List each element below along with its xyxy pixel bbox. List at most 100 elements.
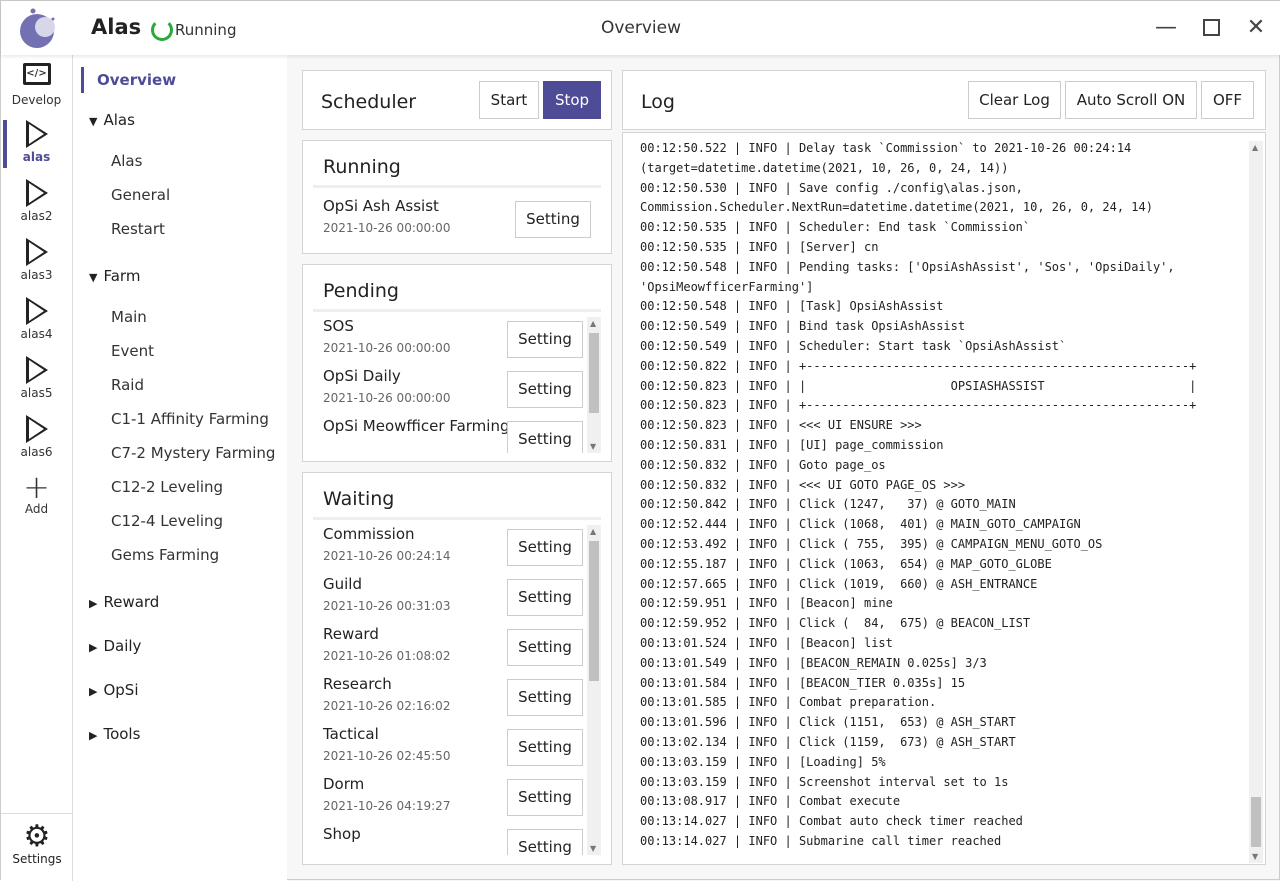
log-line: 00:13:14.027 | INFO | Submarine call tim… (640, 833, 1002, 848)
sidebar-item-alas4[interactable]: alas4 (1, 291, 72, 350)
log-line: 00:12:50.832 | INFO | Goto page_os (640, 457, 886, 472)
auto-scroll-off-button[interactable]: OFF (1201, 81, 1254, 119)
task-setting-button[interactable]: Setting (507, 629, 583, 666)
close-button[interactable]: ✕ (1246, 15, 1266, 40)
log-line: 'OpsiMeowfficerFarming'] (640, 279, 814, 294)
task-setting-button[interactable]: Setting (507, 779, 583, 816)
sidebar-item-alas3[interactable]: alas3 (1, 232, 72, 291)
task-row: OpSi Daily 2021-10-26 00:00:00 Setting (323, 367, 583, 417)
sidebar-item-label: alas4 (20, 327, 53, 341)
log-line: 00:12:50.822 | INFO | +-----------------… (640, 358, 1197, 373)
scroll-down-icon[interactable]: ▼ (1252, 852, 1259, 861)
log-line: 00:13:01.524 | INFO | [Beacon] list (640, 635, 893, 650)
sidebar-item-label: alas2 (20, 209, 53, 223)
task-setting-button[interactable]: Setting (507, 371, 583, 408)
task-setting-button[interactable]: Setting (507, 579, 583, 616)
task-name: Shop (323, 825, 361, 843)
running-divider (313, 185, 601, 188)
scroll-up-icon[interactable]: ▲ (1252, 143, 1259, 152)
task-name: OpSi Daily (323, 367, 401, 385)
menu-group-farm[interactable]: ▼ Farm (89, 267, 140, 285)
scroll-down-icon[interactable]: ▼ (590, 442, 597, 451)
caret-right-icon: ▶ (89, 641, 98, 654)
task-row: OpSi Meowfficer Farming Setting (323, 417, 583, 453)
task-setting-button[interactable]: Setting (515, 201, 591, 238)
maximize-button[interactable] (1198, 15, 1224, 41)
menu-group-reward[interactable]: ▶ Reward (89, 593, 159, 611)
instance-sidebar: </> Develop alas alas2 alas3 alas4 alas5 alas6 +… (1, 55, 73, 881)
running-title: Running (323, 156, 401, 178)
auto-scroll-on-button[interactable]: Auto Scroll ON (1065, 81, 1197, 119)
task-setting-button[interactable]: Setting (507, 679, 583, 716)
menu-group-label: Reward (103, 593, 160, 611)
menu-group-label: Alas (103, 111, 135, 129)
task-setting-button[interactable]: Setting (507, 729, 583, 766)
stop-button[interactable]: Stop (543, 81, 601, 119)
sidebar-item-settings[interactable]: ⚙ Settings (1, 813, 73, 881)
menu-group-opsi[interactable]: ▶ OpSi (89, 681, 139, 699)
menu-group-tools[interactable]: ▶ Tools (89, 725, 140, 743)
sidebar-item-label: alas (22, 150, 51, 164)
clear-log-button[interactable]: Clear Log (968, 81, 1061, 119)
sidebar-item-add[interactable]: + Add (1, 468, 72, 527)
log-line: 00:13:08.917 | INFO | Combat execute (640, 794, 901, 809)
sidebar-item-alas6[interactable]: alas6 (1, 409, 72, 468)
task-time: 2021-10-26 01:08:02 (323, 649, 451, 663)
sidebar-item-alas2[interactable]: alas2 (1, 173, 72, 232)
task-time: 2021-10-26 02:16:02 (323, 699, 451, 713)
log-line: 00:12:57.665 | INFO | Click (1019, 660) … (640, 576, 1038, 591)
menu-item[interactable]: Raid (111, 376, 144, 394)
menu-item[interactable]: Alas (111, 152, 143, 170)
caret-right-icon: ▶ (89, 597, 98, 610)
log-line: 00:13:03.159 | INFO | [Loading] 5% (640, 754, 886, 769)
waiting-scroll-thumb[interactable] (589, 541, 599, 681)
menu-group-daily[interactable]: ▶ Daily (89, 637, 141, 655)
task-name: Reward (323, 625, 379, 643)
menu-item[interactable]: Main (111, 308, 147, 326)
log-card: ▲ ▼ (622, 132, 1266, 865)
task-name: Tactical (323, 725, 379, 743)
caret-right-icon: ▶ (89, 685, 98, 698)
menu-item[interactable]: Event (111, 342, 154, 360)
task-setting-button[interactable]: Setting (507, 529, 583, 566)
task-name: OpSi Meowfficer Farming (323, 417, 510, 435)
menu-group-label: Farm (103, 267, 141, 285)
menu-item[interactable]: C12-2 Leveling (111, 478, 224, 496)
sidebar-item-develop[interactable]: </> Develop (1, 55, 72, 114)
sidebar-item-alas5[interactable]: alas5 (1, 350, 72, 409)
task-setting-button[interactable]: Setting (507, 321, 583, 358)
pending-scroll-thumb[interactable] (589, 333, 599, 413)
scroll-up-icon[interactable]: ▲ (590, 319, 597, 328)
menu-item[interactable]: C1-1 Affinity Farming (111, 410, 269, 428)
task-setting-button[interactable]: Setting (507, 421, 583, 453)
log-scroll-thumb[interactable] (1251, 797, 1261, 847)
status-text: Running (175, 21, 237, 39)
menu-item[interactable]: General (111, 186, 171, 204)
waiting-task-list: Commission 2021-10-26 00:24:14 Setting Guil… (303, 525, 611, 855)
menu-item[interactable]: Restart (111, 220, 165, 238)
sidebar-item-label: alas3 (20, 268, 53, 282)
scroll-down-icon[interactable]: ▼ (590, 844, 597, 853)
menu-item-overview[interactable]: Overview (81, 67, 176, 93)
scroll-up-icon[interactable]: ▲ (590, 527, 597, 536)
task-setting-button[interactable]: Setting (507, 829, 583, 855)
play-icon (25, 297, 48, 325)
menu-group-alas[interactable]: ▼ Alas (89, 111, 135, 129)
menu-group-label: Tools (103, 725, 141, 743)
log-line: 00:12:50.535 | INFO | Scheduler: End tas… (640, 220, 1031, 235)
caret-right-icon: ▶ (89, 729, 98, 742)
start-button[interactable]: Start (479, 81, 539, 119)
header: Alas Running Overview — ✕ (1, 1, 1280, 55)
log-scrollbar[interactable]: ▲ ▼ (1249, 141, 1263, 863)
log-line: 00:12:50.832 | INFO | <<< UI GOTO PAGE_O… (640, 477, 966, 492)
waiting-scrollbar[interactable]: ▲ ▼ (587, 525, 601, 855)
caret-down-icon: ▼ (89, 271, 98, 284)
menu-item[interactable]: Gems Farming (111, 546, 220, 564)
minimize-button[interactable]: — (1155, 15, 1177, 40)
sidebar-item-alas[interactable]: alas (1, 114, 72, 173)
pending-scrollbar[interactable]: ▲ ▼ (587, 317, 601, 453)
menu-item[interactable]: C7-2 Mystery Farming (111, 444, 276, 462)
task-name: Commission (323, 525, 415, 543)
task-name: Guild (323, 575, 362, 593)
menu-item[interactable]: C12-4 Leveling (111, 512, 224, 530)
